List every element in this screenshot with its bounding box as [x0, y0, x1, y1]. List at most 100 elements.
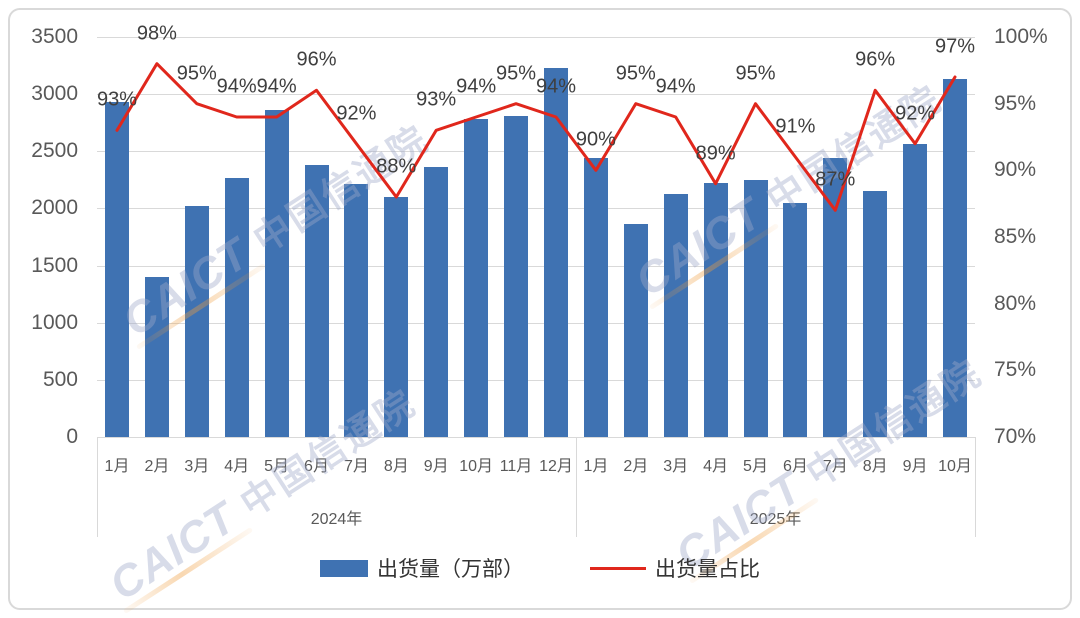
x-axis-month-label: 1月 — [104, 458, 130, 475]
x-axis-month-label: 8月 — [862, 458, 888, 475]
y-axis-left-tick-label: 1000 — [31, 310, 78, 334]
ratio-data-label: 94% — [456, 75, 497, 98]
x-axis-month-label: 10月 — [938, 458, 972, 475]
x-axis-month-label: 11月 — [499, 458, 533, 475]
ratio-data-label: 92% — [336, 102, 377, 125]
x-axis-month-label: 6月 — [782, 458, 808, 475]
shipment-bar — [823, 158, 848, 437]
y-axis-left-tick-label: 2000 — [31, 196, 78, 220]
legend-item-ratio: 出货量占比 — [590, 553, 760, 583]
ratio-data-label: 93% — [416, 88, 457, 111]
legend-item-shipments: 出货量（万部） — [320, 553, 524, 583]
ratio-data-label: 94% — [535, 75, 577, 98]
x-axis-year-label: 2024年 — [310, 511, 363, 528]
y-axis-left-tick-label: 3500 — [31, 25, 78, 48]
ratio-data-label: 90% — [575, 128, 616, 151]
ratio-data-label: 87% — [815, 168, 856, 191]
shipment-bar — [743, 179, 768, 437]
x-axis-month-label: 7月 — [343, 458, 369, 475]
ratio-data-label: 95% — [176, 62, 217, 85]
gridline — [97, 37, 975, 38]
shipment-bar — [224, 177, 249, 437]
y-axis-left-tick-label: 0 — [66, 425, 78, 448]
x-axis-month-label: 8月 — [383, 458, 409, 475]
ratio-data-label: 94% — [655, 75, 696, 98]
ratio-data-label: 95% — [615, 62, 656, 85]
ratio-data-label: 96% — [855, 48, 896, 71]
shipment-bar — [184, 206, 209, 437]
gridline — [97, 437, 975, 438]
ratio-data-label: 96% — [296, 48, 337, 71]
ratio-data-label: 95% — [735, 62, 776, 85]
watermark-latin-text: CAICT — [101, 493, 254, 614]
shipment-bar — [464, 119, 489, 437]
ratio-data-label: 93% — [96, 88, 138, 111]
x-axis-year-label: 2025年 — [749, 511, 802, 528]
y-axis-right-tick-label: 90% — [994, 158, 1037, 182]
ratio-data-label: 89% — [695, 142, 736, 165]
ratio-data-label: 95% — [495, 62, 537, 85]
x-axis-month-label: 4月 — [224, 458, 250, 475]
x-axis-month-label: 12月 — [539, 458, 573, 475]
x-axis-month-label: 10月 — [459, 458, 493, 475]
x-axis-month-label: 1月 — [583, 458, 609, 475]
ratio-data-label: 92% — [895, 102, 936, 125]
y-axis-left-tick-label: 3000 — [31, 82, 78, 106]
y-axis-right-tick-label: 75% — [994, 358, 1037, 382]
shipment-bar — [544, 67, 568, 437]
shipment-bar — [863, 191, 888, 437]
x-axis-month-label: 9月 — [423, 458, 449, 475]
axis-group-separator — [97, 437, 98, 537]
ratio-data-label: 88% — [376, 155, 417, 178]
y-axis-left-tick-label: 500 — [42, 367, 78, 391]
ratio-data-label: 94% — [216, 75, 257, 98]
shipment-bar — [663, 193, 688, 437]
gridline — [97, 151, 975, 153]
x-axis-month-label: 7月 — [822, 458, 848, 475]
x-axis-month-label: 2月 — [144, 458, 170, 475]
y-axis-left-tick-label: 1500 — [31, 253, 78, 277]
shipment-bar — [344, 184, 369, 437]
shipment-bar — [943, 79, 967, 437]
y-axis-right-tick-label: 95% — [994, 91, 1037, 115]
shipment-bar — [264, 110, 289, 437]
shipment-bar — [783, 202, 808, 437]
y-axis-right-tick-label: 70% — [994, 425, 1037, 448]
legend-label-ratio: 出货量占比 — [655, 558, 760, 581]
gridline — [97, 265, 975, 267]
ratio-data-label: 91% — [775, 115, 816, 138]
axis-group-separator — [975, 437, 976, 537]
x-axis-month-label: 3月 — [663, 458, 689, 475]
x-axis-month-label: 3月 — [184, 458, 210, 475]
ratio-data-label: 97% — [934, 35, 976, 58]
x-axis-month-label: 4月 — [703, 458, 729, 475]
shipment-bar — [504, 115, 528, 437]
x-axis-month-label: 5月 — [743, 458, 768, 475]
legend: 出货量（万部） 出货量占比 — [0, 553, 1080, 583]
bar-series-swatch — [320, 559, 368, 577]
gridline — [97, 379, 975, 381]
shipment-bar — [623, 224, 648, 437]
shipment-bar — [703, 183, 728, 437]
shipment-bar — [304, 165, 329, 437]
shipment-bar — [424, 167, 449, 437]
y-axis-right-tick-label: 100% — [994, 25, 1048, 48]
shipment-bar — [105, 102, 129, 437]
shipment-bar — [384, 197, 409, 437]
y-axis-right-tick-label: 80% — [994, 291, 1037, 315]
ratio-data-label: 98% — [136, 22, 177, 45]
y-axis-left-tick-label: 2500 — [31, 139, 78, 163]
x-axis-month-label: 9月 — [902, 458, 928, 475]
x-axis-month-label: 6月 — [304, 458, 329, 475]
line-series-swatch — [590, 566, 646, 570]
y-axis-right-tick-label: 85% — [994, 225, 1037, 248]
shipment-bar — [903, 144, 928, 437]
axis-group-separator — [575, 437, 577, 537]
chart-border-frame — [8, 8, 1072, 610]
shipment-bar — [583, 158, 608, 437]
legend-label-shipments: 出货量（万部） — [377, 558, 524, 581]
x-axis-month-label: 2月 — [623, 458, 649, 475]
gridline — [97, 322, 975, 324]
